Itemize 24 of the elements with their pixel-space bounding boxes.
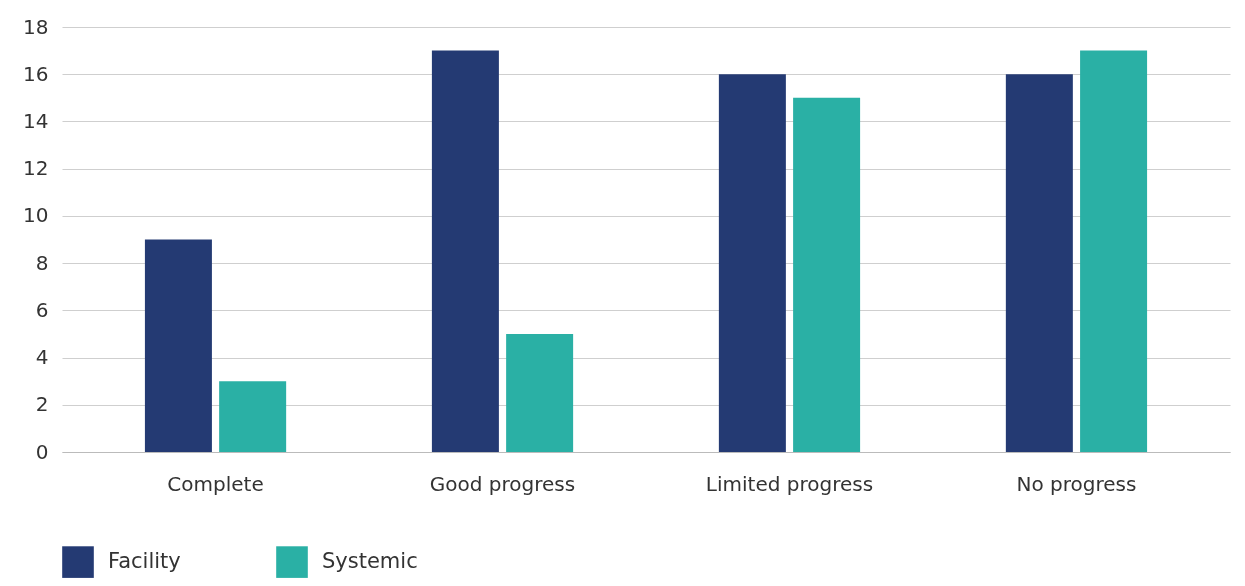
y-tick-label: 10 — [23, 203, 49, 228]
y-tick-label: 16 — [23, 61, 49, 86]
y-tick-label: 0 — [35, 439, 49, 464]
y-tick-label: 4 — [35, 345, 49, 370]
y-tick-label: 2 — [35, 392, 49, 417]
bar — [144, 239, 212, 452]
bar — [1005, 74, 1073, 452]
legend-label: Systemic — [322, 549, 418, 574]
x-tick-label: No progress — [1016, 471, 1137, 496]
bar — [219, 381, 287, 452]
y-tick-label: 14 — [23, 108, 49, 133]
y-tick-label: 8 — [35, 250, 49, 275]
y-tick-label: 18 — [23, 14, 49, 39]
bar — [1080, 50, 1148, 452]
y-tick-label: 12 — [23, 156, 49, 181]
bar — [718, 74, 786, 452]
x-tick-label: Complete — [167, 471, 264, 496]
legend-label: Facility — [108, 549, 181, 574]
x-tick-label: Good progress — [429, 471, 576, 496]
bar — [506, 333, 574, 452]
x-tick-label: Limited progress — [705, 471, 874, 496]
bar — [431, 50, 499, 452]
bar — [793, 97, 861, 452]
y-tick-label: 6 — [35, 297, 49, 322]
